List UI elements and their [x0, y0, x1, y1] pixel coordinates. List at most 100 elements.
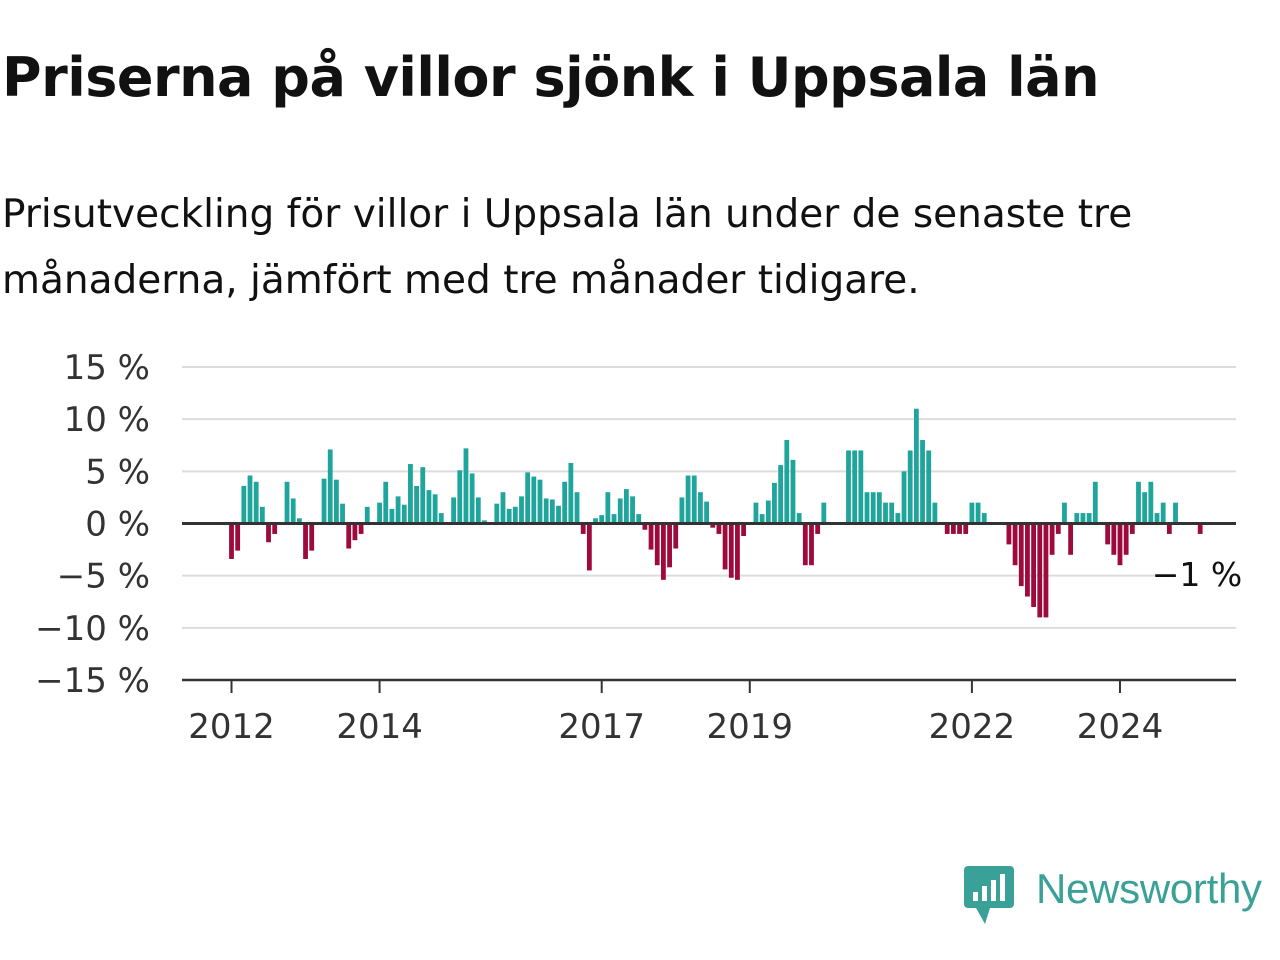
bar: [963, 523, 969, 534]
bar: [889, 502, 895, 524]
bar: [259, 506, 265, 524]
bar: [272, 523, 278, 534]
bar: [907, 450, 913, 524]
x-tick-label: 2022: [929, 707, 1016, 747]
chart-subtitle: Prisutveckling för villor i Uppsala län …: [2, 192, 1133, 303]
bar: [1148, 481, 1154, 524]
bar: [525, 472, 531, 524]
brand-name: Newsworthy: [1036, 865, 1262, 912]
bar: [580, 523, 586, 534]
bar: [537, 479, 543, 524]
bar: [1142, 492, 1148, 524]
bar: [1031, 523, 1036, 607]
bar: [1074, 513, 1080, 524]
bar: [698, 492, 703, 524]
bar: [913, 408, 919, 524]
bar: [642, 523, 648, 530]
bar: [432, 494, 438, 524]
bar: [870, 492, 876, 524]
bar: [303, 523, 308, 559]
bar: [401, 504, 407, 524]
bar: [247, 475, 253, 524]
bar: [673, 523, 679, 549]
x-tick-label: 2019: [707, 707, 794, 747]
bar: [957, 523, 962, 534]
bar: [654, 523, 660, 566]
bar: [568, 462, 574, 524]
axis-labels: 15 % 10 % 5 % 0 % −5 % −10 % −15 % 2012 2014 2017…: [35, 348, 1249, 747]
bar: [482, 520, 487, 524]
bar: [975, 502, 981, 524]
bar: [1160, 502, 1166, 524]
bar: [333, 479, 339, 524]
bar: [630, 496, 635, 524]
newsworthy-logo: Newsworthy: [964, 864, 1262, 926]
bar: [253, 481, 259, 524]
bar: [759, 514, 765, 524]
bar: [901, 471, 907, 524]
bar: [327, 449, 333, 524]
bar: [383, 481, 389, 524]
bar: [284, 481, 290, 524]
bar: [617, 498, 623, 524]
bar: [661, 523, 666, 580]
bar: [549, 499, 555, 524]
bar: [512, 506, 518, 524]
bar: [778, 465, 784, 524]
bar: [741, 523, 747, 537]
bar: [1086, 513, 1092, 524]
bar: [784, 440, 790, 524]
bar: [506, 508, 512, 524]
bar: [1129, 523, 1135, 534]
bar: [716, 523, 722, 534]
bar: [438, 513, 444, 524]
y-tick-label: 10 %: [64, 400, 150, 440]
bar: [926, 450, 932, 524]
bar: [895, 513, 901, 524]
bar: [685, 475, 691, 524]
bar: [611, 514, 617, 524]
bar: [796, 513, 802, 524]
bar: [821, 502, 827, 524]
bar: [802, 523, 808, 566]
gridlines: [182, 366, 1236, 629]
bar: [451, 497, 457, 524]
bar: [846, 450, 851, 524]
bar: [586, 523, 592, 571]
bar: [667, 523, 672, 568]
bar: [457, 470, 463, 524]
bar: [1080, 513, 1086, 524]
bar: [710, 523, 716, 528]
bar: [876, 492, 882, 524]
bar: [691, 475, 697, 524]
bar: [463, 448, 469, 524]
last-value-label: −1 %: [1152, 555, 1243, 594]
bar: [408, 464, 413, 524]
bar: [241, 485, 247, 524]
bar: [352, 523, 358, 541]
last-value-label-bg: [1156, 553, 1249, 594]
bar: [864, 492, 870, 524]
newsworthy-logo-icon: [964, 866, 1014, 924]
bar: [815, 523, 821, 534]
bar: [475, 497, 481, 524]
bar: [858, 450, 864, 524]
bar: [266, 523, 271, 543]
bar: [229, 523, 234, 559]
bar: [1166, 523, 1172, 534]
bar: [883, 502, 888, 524]
bar: [765, 500, 771, 524]
bar: [426, 490, 432, 524]
bar: [932, 502, 938, 524]
bar: [340, 503, 345, 524]
bar: [1068, 523, 1074, 555]
bar: [290, 498, 296, 524]
bar: [1123, 523, 1129, 555]
bar: [704, 501, 709, 524]
bar: [562, 481, 568, 524]
bar: [1037, 523, 1043, 618]
bar: [321, 478, 327, 524]
bar: [1062, 502, 1067, 524]
y-tick-label: 15 %: [64, 348, 150, 388]
bar: [852, 450, 858, 524]
